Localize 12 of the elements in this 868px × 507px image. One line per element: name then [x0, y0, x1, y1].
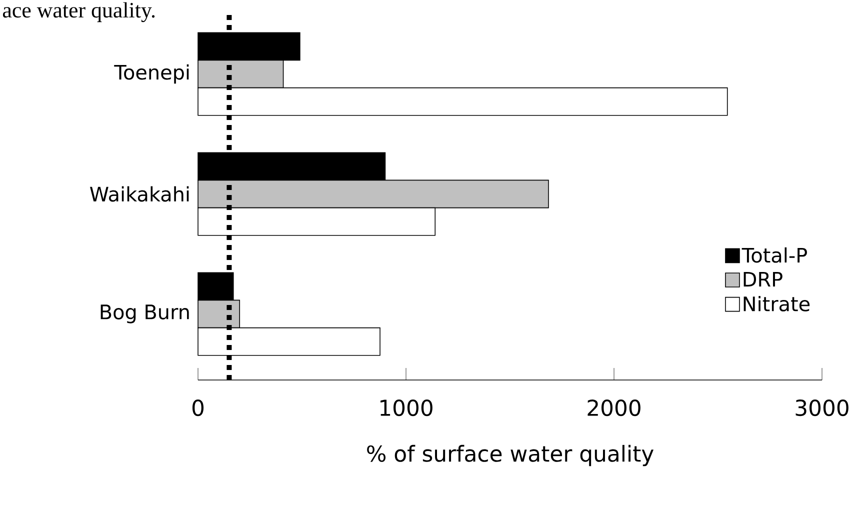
x-tick-label: 1000 — [380, 400, 432, 416]
y-tick-label: Bog Burn — [100, 304, 189, 324]
y-tick-label: Toenepi — [114, 64, 189, 84]
text: ace water quality. — [2, 2, 155, 22]
x-tick-label: 3000 — [796, 400, 848, 416]
x-tick-label: 2000 — [588, 400, 640, 416]
y-tick-label: Waikakahi — [90, 186, 189, 202]
legend-label: Nitrate — [744, 296, 810, 312]
legend-label: Total-P — [742, 247, 807, 263]
x-tick-label: 0 — [192, 400, 204, 416]
legend-label: DRP — [744, 272, 782, 287]
x-axis-title: % of surface water quality — [367, 444, 654, 466]
